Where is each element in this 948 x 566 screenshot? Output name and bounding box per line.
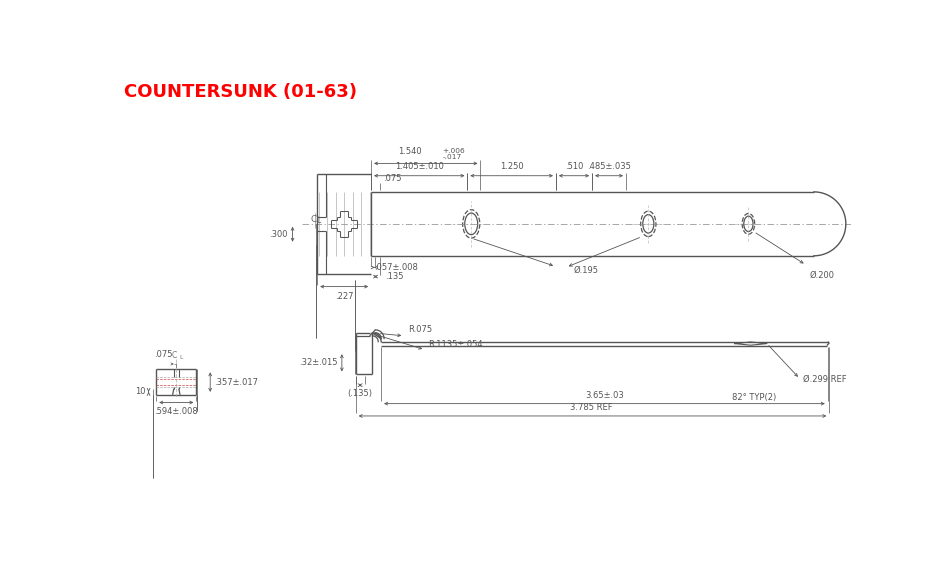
Text: C: C: [310, 215, 317, 224]
Text: .357±.017: .357±.017: [214, 378, 258, 387]
Text: (.135): (.135): [348, 389, 373, 398]
Text: 3.65±.03: 3.65±.03: [585, 391, 624, 400]
Text: .227: .227: [335, 292, 354, 301]
Text: L: L: [179, 354, 183, 359]
Text: Ø.195: Ø.195: [574, 266, 598, 275]
Text: .075: .075: [383, 174, 402, 183]
Text: L: L: [317, 216, 320, 225]
Text: 10: 10: [135, 387, 145, 396]
Text: .135: .135: [385, 272, 404, 281]
Text: .300: .300: [269, 230, 288, 239]
Text: .510: .510: [565, 162, 583, 171]
Text: .075: .075: [154, 350, 173, 359]
Text: -.017: -.017: [443, 155, 462, 160]
Text: 1.540: 1.540: [398, 148, 422, 156]
Text: .32±.015: .32±.015: [300, 358, 338, 367]
Text: Ø.200: Ø.200: [810, 271, 835, 280]
Text: 1.405±.010: 1.405±.010: [394, 162, 444, 171]
Text: .057±.008: .057±.008: [374, 263, 418, 272]
Text: C: C: [172, 351, 177, 360]
Text: 82° TYP(2): 82° TYP(2): [732, 393, 775, 402]
Text: .594±.008: .594±.008: [155, 407, 198, 416]
Text: 3.785 REF: 3.785 REF: [571, 403, 613, 412]
Text: .485±.035: .485±.035: [587, 162, 631, 171]
Text: 1.250: 1.250: [500, 162, 523, 171]
Text: +.006: +.006: [443, 148, 465, 154]
Text: R.075: R.075: [408, 324, 432, 333]
Text: Ø.299 REF: Ø.299 REF: [803, 375, 847, 384]
Text: COUNTERSUNK (01-63): COUNTERSUNK (01-63): [124, 83, 356, 101]
Text: R.1135±.054: R.1135±.054: [428, 340, 483, 349]
